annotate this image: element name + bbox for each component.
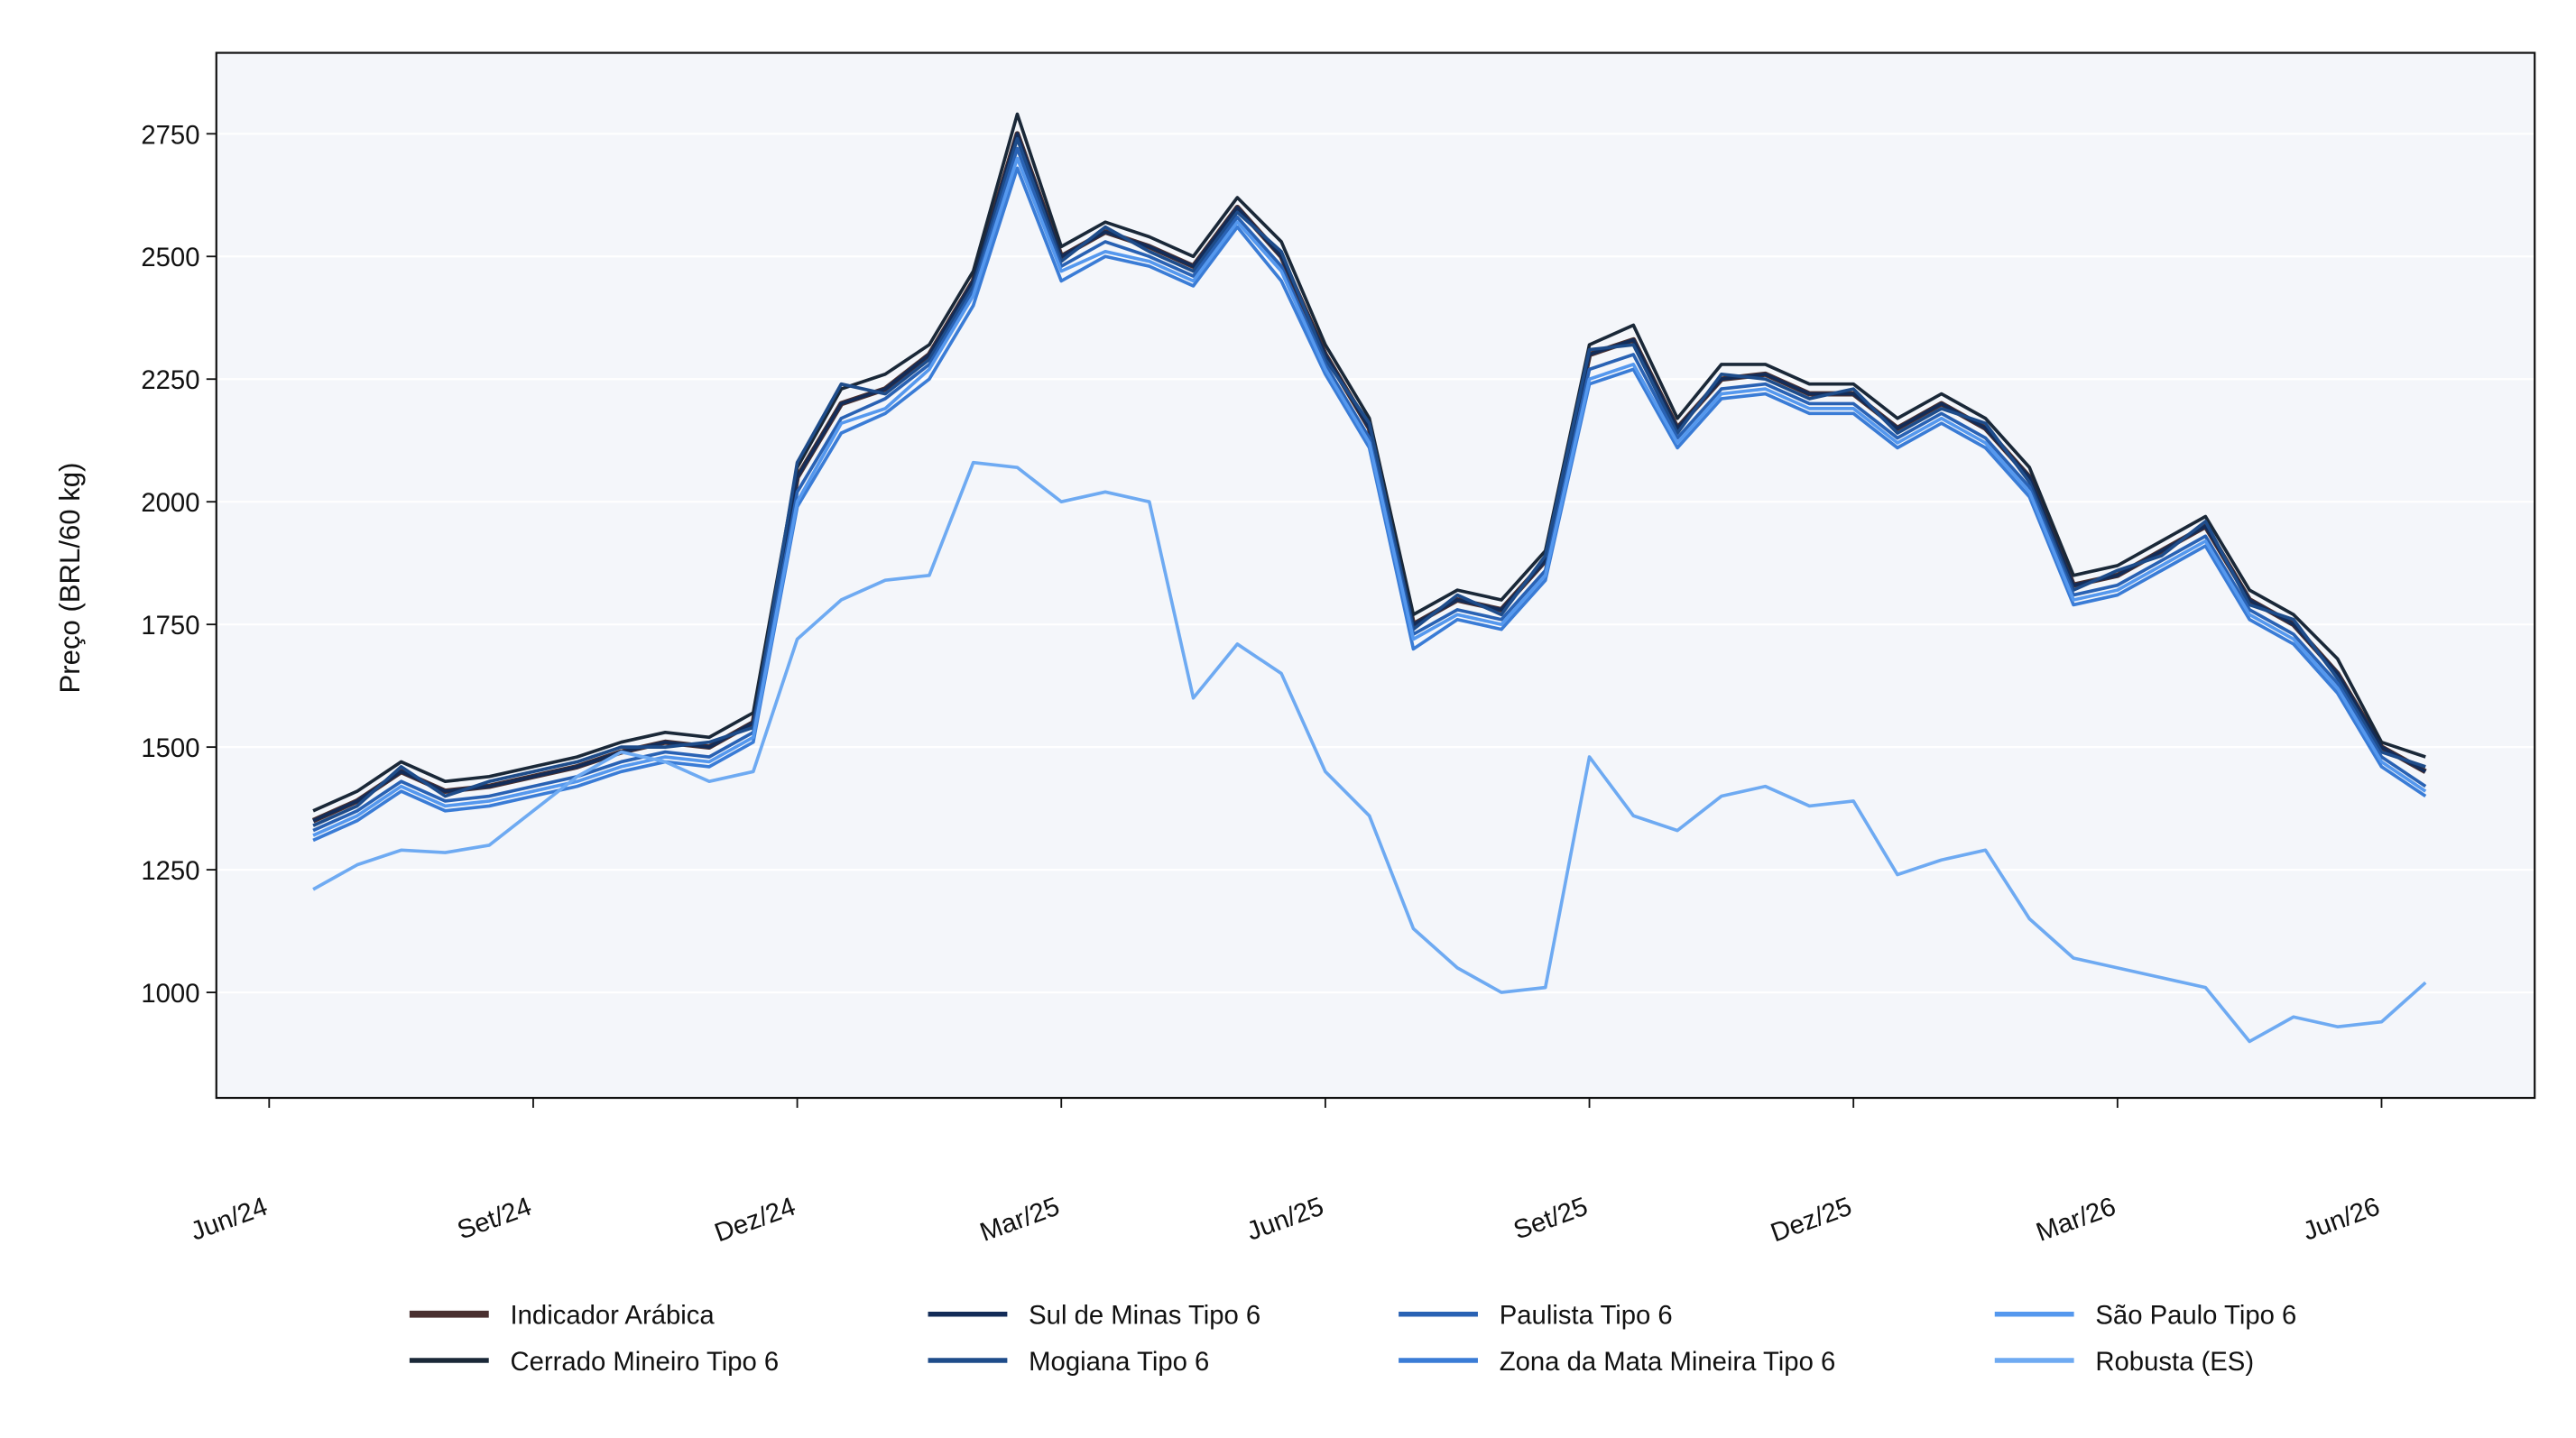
legend-label: Paulista Tipo 6 xyxy=(1500,1301,1673,1331)
legend-label: São Paulo Tipo 6 xyxy=(2095,1301,2296,1331)
series-line xyxy=(312,156,2427,837)
legend-label: Robusta (ES) xyxy=(2095,1347,2254,1377)
x-tick-label: Jun/24 xyxy=(187,1192,272,1247)
x-tick-label: Dez/25 xyxy=(1767,1192,1855,1249)
legend: Indicador Arábica Cerrado Mineiro Tipo 6 S… xyxy=(409,1301,2296,1377)
x-tick-label: Jun/25 xyxy=(1242,1192,1327,1247)
y-tick-label: 1500 xyxy=(141,733,199,763)
legend-label: Cerrado Mineiro Tipo 6 xyxy=(511,1347,780,1377)
y-tick-label: 2250 xyxy=(141,365,199,395)
y-tick-label: 2500 xyxy=(141,243,199,272)
legend-label: Zona da Mata Mineira Tipo 6 xyxy=(1500,1347,1836,1377)
series-line xyxy=(312,460,2427,1044)
y-axis-label: Preço (BRL/60 kg) xyxy=(54,463,86,694)
y-tick-label: 2000 xyxy=(141,488,199,518)
x-tick-label: Dez/24 xyxy=(711,1192,799,1249)
legend-label: Sul de Minas Tipo 6 xyxy=(1029,1301,1260,1331)
series-line xyxy=(312,112,2426,813)
x-tick-label: Set/24 xyxy=(454,1192,536,1246)
x-tick-label: Jun/26 xyxy=(2299,1192,2384,1247)
series-line xyxy=(312,146,2427,833)
series-line xyxy=(312,136,2426,827)
y-tick-label: 1750 xyxy=(141,611,199,641)
y-tick-label: 2750 xyxy=(141,120,199,150)
x-tick-label: Set/25 xyxy=(1510,1192,1592,1246)
plot-frame xyxy=(215,51,2536,1100)
legend-label: Indicador Arábica xyxy=(511,1301,716,1331)
lines xyxy=(311,112,2427,1044)
y-tick-label: 1250 xyxy=(141,856,199,886)
plot-background xyxy=(216,52,2535,1099)
y-tick-label: 1000 xyxy=(141,979,199,1009)
legend-label: Mogiana Tipo 6 xyxy=(1029,1347,1209,1377)
x-tick-label: Mar/25 xyxy=(976,1192,1064,1248)
x-tick-label: Mar/26 xyxy=(2032,1192,2119,1248)
